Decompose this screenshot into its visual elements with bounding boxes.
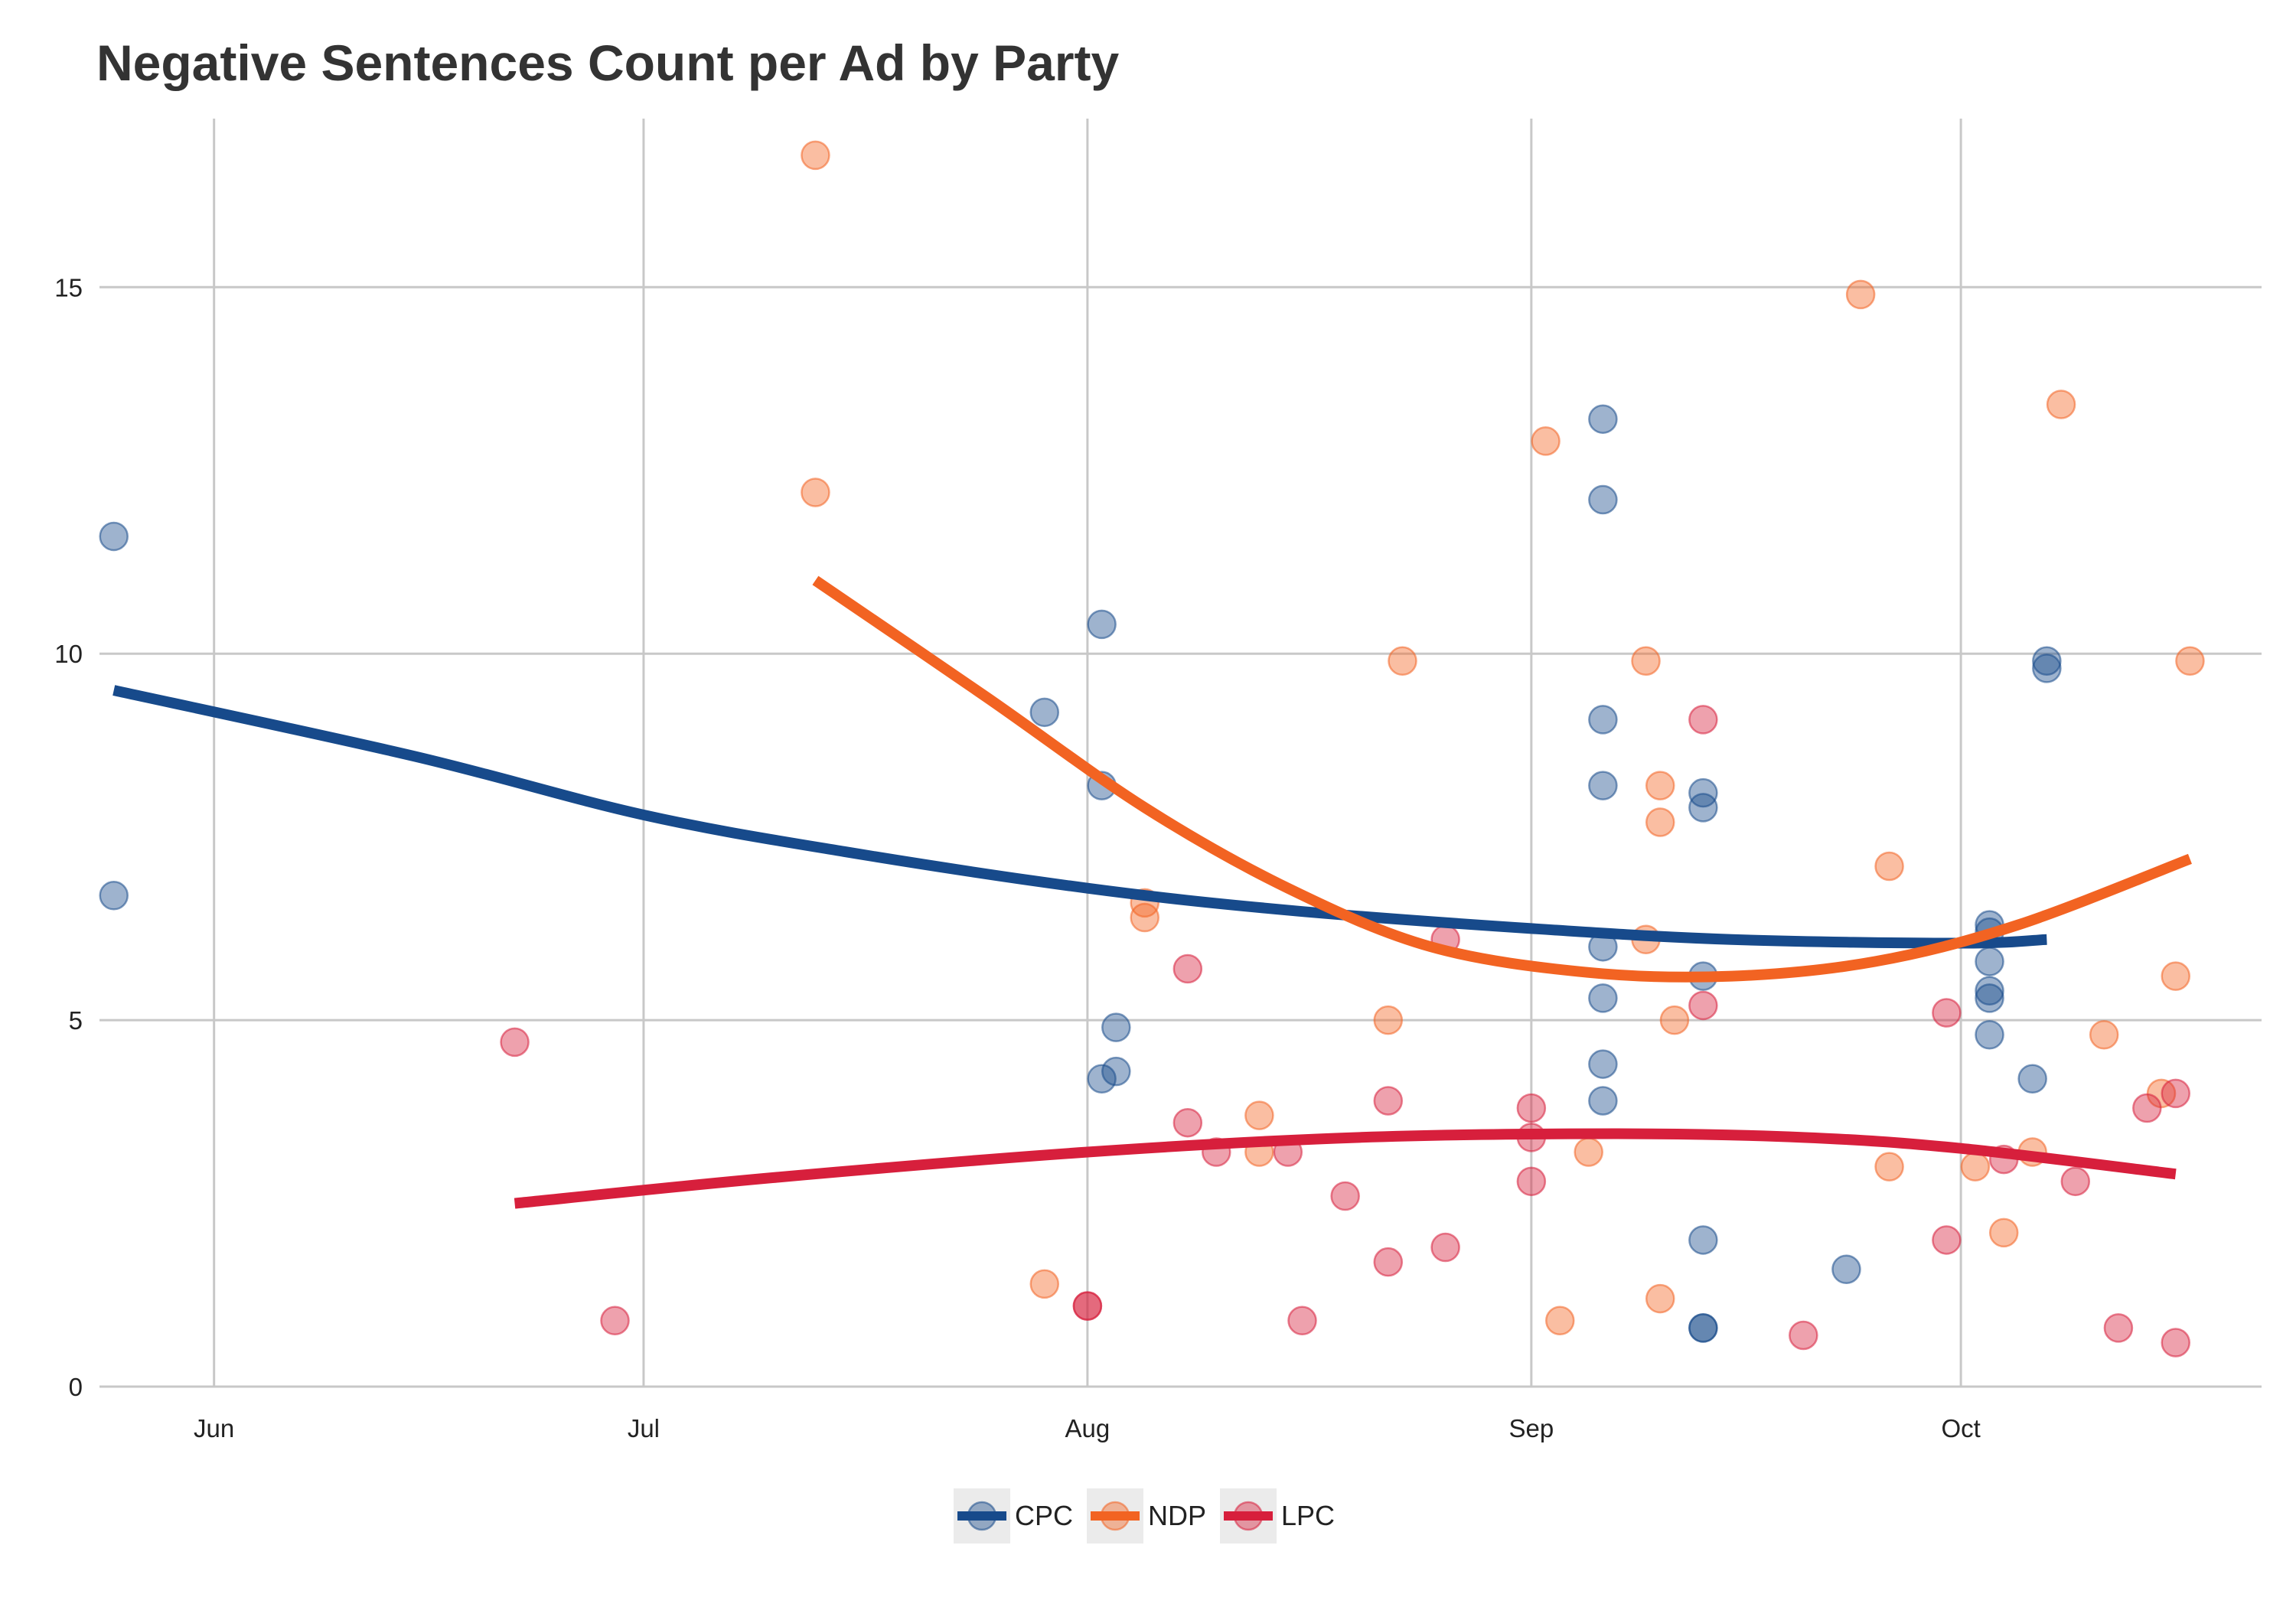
ndp-point [2161,961,2190,991]
cpc-point [2032,646,2062,676]
lpc-point [1688,990,1718,1021]
lpc-point [2161,1328,2190,1358]
cpc-point [1087,609,1117,640]
legend-key-lpc [1220,1488,1277,1543]
ndp-point [1960,1152,1991,1182]
cpc-point [1588,705,1618,735]
ndp-point [1545,1305,1575,1336]
legend: CPC NDP LPC [0,1488,2296,1543]
ndp-point [2089,1020,2119,1050]
ndp-point [801,478,830,507]
lpc-point [2103,1313,2134,1343]
cpc-point [1588,484,1618,515]
legend-label: LPC [1281,1500,1336,1531]
lpc-point [1072,1291,1103,1321]
ndp-point [1874,851,1904,882]
ndp-point [1645,1283,1675,1314]
lpc-point [1932,1225,1962,1255]
cpc-point [2017,1064,2047,1094]
cpc-point [1101,1012,1131,1042]
lpc-point [1373,1086,1404,1116]
x-tick-label: Sep [1509,1414,1554,1442]
legend-item-ndp: NDP [1086,1488,1214,1543]
y-tick-label: 15 [54,273,83,302]
ndp-point [1244,1100,1274,1130]
cpc-point [1101,1056,1131,1087]
ndp-point [2175,646,2205,676]
lpc-point [500,1027,530,1058]
legend-label: CPC [1014,1500,1073,1531]
legend-label: NDP [1147,1500,1206,1531]
ndp-point [1531,426,1561,456]
cpc-point [99,521,129,552]
cpc-point [1688,793,1718,823]
lpc-point [2060,1166,2091,1197]
cpc-point [2032,654,2062,683]
lpc-point [2132,1093,2162,1123]
legend-item-lpc: LPC [1220,1488,1342,1543]
cpc-point [1588,404,1618,434]
cpc-point [1975,947,2004,976]
legend-key-ndp [1086,1488,1143,1543]
x-tick-label: Oct [1941,1414,1980,1442]
lpc-point [2161,1078,2190,1109]
trend-lines [113,575,2192,1209]
x-tick-label: Jul [628,1414,660,1442]
cpc-point [1975,976,2004,1006]
y-tick-label: 5 [69,1006,83,1035]
axes: 0 5 10 15 Jun Jul Aug Sep Oct [54,273,1981,1442]
lpc-point [1430,1232,1460,1263]
lpc-trend-line [514,1128,2177,1209]
legend-item-cpc: CPC [953,1488,1081,1543]
cpc-point [1975,1020,2004,1050]
cpc-point [1029,697,1060,728]
ndp-point [2046,390,2076,419]
lpc-point [1373,1247,1404,1277]
lpc-point [1172,1107,1203,1138]
lpc-point [1516,1093,1547,1123]
cpc-point [1688,1225,1718,1255]
ndp-point [1645,807,1675,837]
cpc-point [1975,983,2004,1013]
ndp-point [1388,646,1417,676]
y-tick-label: 10 [54,640,83,668]
cpc-point [1588,1049,1618,1079]
x-tick-label: Jun [194,1414,234,1442]
lpc-point [1172,953,1203,984]
ndp-point [1631,646,1661,676]
cpc-point [1588,983,1618,1013]
ndp-point [1874,1152,1904,1182]
lpc-point [1330,1181,1360,1211]
legend-key-cpc [953,1488,1010,1543]
points [99,140,2205,1358]
lpc-point [1688,705,1718,735]
ndp-point [1029,1269,1060,1299]
y-tick-label: 0 [69,1373,83,1401]
cpc-point [1831,1254,1861,1285]
lpc-point [1932,998,1962,1028]
ndp-point [1574,1137,1603,1167]
ndp-point [1845,279,1876,310]
lpc-point [1789,1320,1818,1351]
ndp-point [1373,1005,1404,1035]
lpc-point [1287,1305,1317,1336]
ndp-point [1645,771,1675,800]
cpc-trend-line [113,685,2047,949]
ndp-trend-line [812,575,2192,983]
chart-title: Negative Sentences Count per Ad by Party [96,34,1120,91]
lpc-point [600,1305,630,1336]
cpc-point [1588,771,1618,800]
cpc-point [1688,1313,1718,1343]
lpc-point [1516,1166,1547,1197]
x-tick-label: Aug [1065,1414,1110,1442]
cpc-point [1588,1086,1618,1116]
ndp-point [1988,1217,2019,1248]
ndp-point [801,140,830,171]
cpc-point [99,881,129,911]
grid [99,119,2262,1388]
ndp-point [1659,1005,1690,1035]
ndp-point [1130,902,1159,933]
cpc-point [1087,1064,1117,1094]
